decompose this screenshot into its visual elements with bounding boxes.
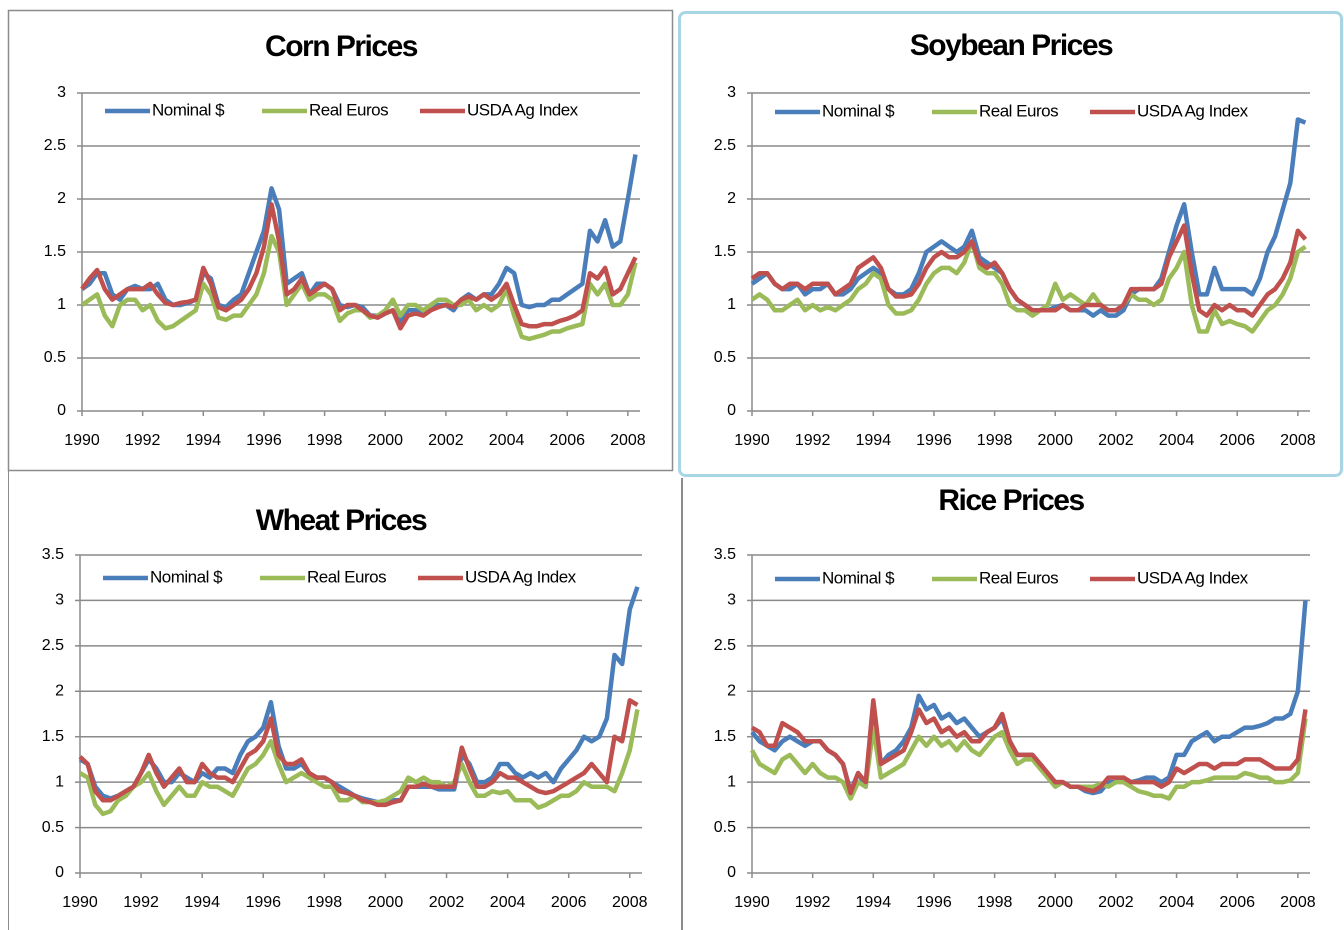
legend-label: Real Euros [309,100,388,119]
y-tick-label: 0.5 [714,819,736,836]
x-tick-label: 2006 [1219,432,1255,449]
chart-title: Wheat Prices [256,504,427,537]
y-tick-label: 2.5 [44,137,66,154]
x-tick-label: 2004 [1159,894,1195,911]
x-tick-label: 2002 [1098,894,1134,911]
x-tick-label: 1994 [186,432,222,449]
x-tick-label: 2008 [1280,894,1316,911]
x-tick-label: 2006 [1219,894,1255,911]
y-tick-label: 1 [57,296,66,313]
x-tick-label: 1996 [916,432,952,449]
y-tick-label: 0.5 [42,819,64,836]
legend-label: Nominal $ [822,101,895,120]
y-tick-label: 0 [727,864,736,881]
x-tick-label: 2002 [428,432,464,449]
x-tick-label: 1992 [125,432,161,449]
x-tick-label: 1990 [62,894,98,911]
y-tick-label: 2 [55,683,64,700]
legend-label: USDA Ag Index [465,567,577,586]
x-tick-label: 2000 [1037,894,1073,911]
x-tick-label: 1994 [856,432,892,449]
x-tick-label: 1994 [856,894,892,911]
x-tick-label: 2000 [367,432,403,449]
y-tick-label: 2.5 [714,637,736,654]
x-tick-label: 1998 [307,432,343,449]
y-tick-label: 3.5 [714,546,736,563]
x-tick-label: 2000 [368,894,404,911]
x-tick-label: 1992 [795,894,831,911]
x-tick-label: 1996 [916,894,952,911]
series-line [80,202,638,331]
selected-panel-border[interactable] [678,11,1343,477]
y-tick-label: 3 [57,84,66,101]
x-tick-label: 1990 [734,432,770,449]
y-tick-label: 2.5 [42,637,64,654]
x-tick-label: 2006 [549,432,585,449]
legend-label: Nominal $ [150,567,223,586]
chart-title: Soybean Prices [910,29,1113,62]
y-tick-label: 2.5 [714,137,736,154]
x-tick-label: 2002 [429,894,465,911]
y-tick-label: 1.5 [714,728,736,745]
legend-label: Nominal $ [152,100,225,119]
chart-title: Corn Prices [265,30,418,63]
legend-label: Nominal $ [822,568,895,587]
x-tick-label: 2004 [490,894,526,911]
series-line [750,223,1308,318]
series-line [750,718,1308,801]
y-tick-label: 3 [727,592,736,609]
legend-label: USDA Ag Index [1137,568,1249,587]
x-tick-label: 1996 [246,432,282,449]
y-tick-label: 2 [727,683,736,700]
y-tick-label: 0.5 [44,349,66,366]
x-tick-label: 2008 [1280,432,1316,449]
y-tick-label: 1.5 [714,243,736,260]
x-tick-label: 1998 [307,894,343,911]
y-tick-label: 2 [57,190,66,207]
x-tick-label: 2000 [1037,432,1073,449]
legend-label: USDA Ag Index [467,100,579,119]
x-tick-label: 2006 [551,894,587,911]
x-tick-label: 2008 [612,894,648,911]
y-tick-label: 3 [55,592,64,609]
y-tick-label: 0 [727,402,736,419]
y-tick-label: 2 [727,190,736,207]
x-tick-label: 1994 [184,894,220,911]
chart-title: Rice Prices [938,484,1084,517]
series-line [750,698,1308,796]
y-tick-label: 1.5 [42,728,64,745]
panel-border [7,9,674,472]
x-tick-label: 1992 [795,432,831,449]
series-line [78,698,639,808]
x-tick-label: 1996 [245,894,281,911]
legend-label: Real Euros [979,568,1058,587]
x-tick-label: 1998 [977,432,1013,449]
x-tick-label: 1992 [123,894,159,911]
y-tick-label: 0 [57,402,66,419]
y-tick-label: 1 [727,773,736,790]
y-tick-label: 1 [55,773,64,790]
y-tick-label: 0 [55,864,64,881]
y-tick-label: 1 [727,296,736,313]
x-tick-label: 2004 [1159,432,1195,449]
legend-label: Real Euros [307,567,386,586]
y-tick-label: 1.5 [44,243,66,260]
series-line [750,239,1307,334]
x-tick-label: 2008 [610,432,646,449]
y-tick-label: 3.5 [42,546,64,563]
y-tick-label: 0.5 [714,349,736,366]
x-tick-label: 1990 [734,894,770,911]
legend-label: Real Euros [979,101,1058,120]
x-tick-label: 1998 [977,894,1013,911]
x-tick-label: 2004 [489,432,525,449]
legend-label: USDA Ag Index [1137,101,1249,120]
x-tick-label: 1990 [64,432,100,449]
y-tick-label: 3 [727,84,736,101]
x-tick-label: 2002 [1098,432,1134,449]
